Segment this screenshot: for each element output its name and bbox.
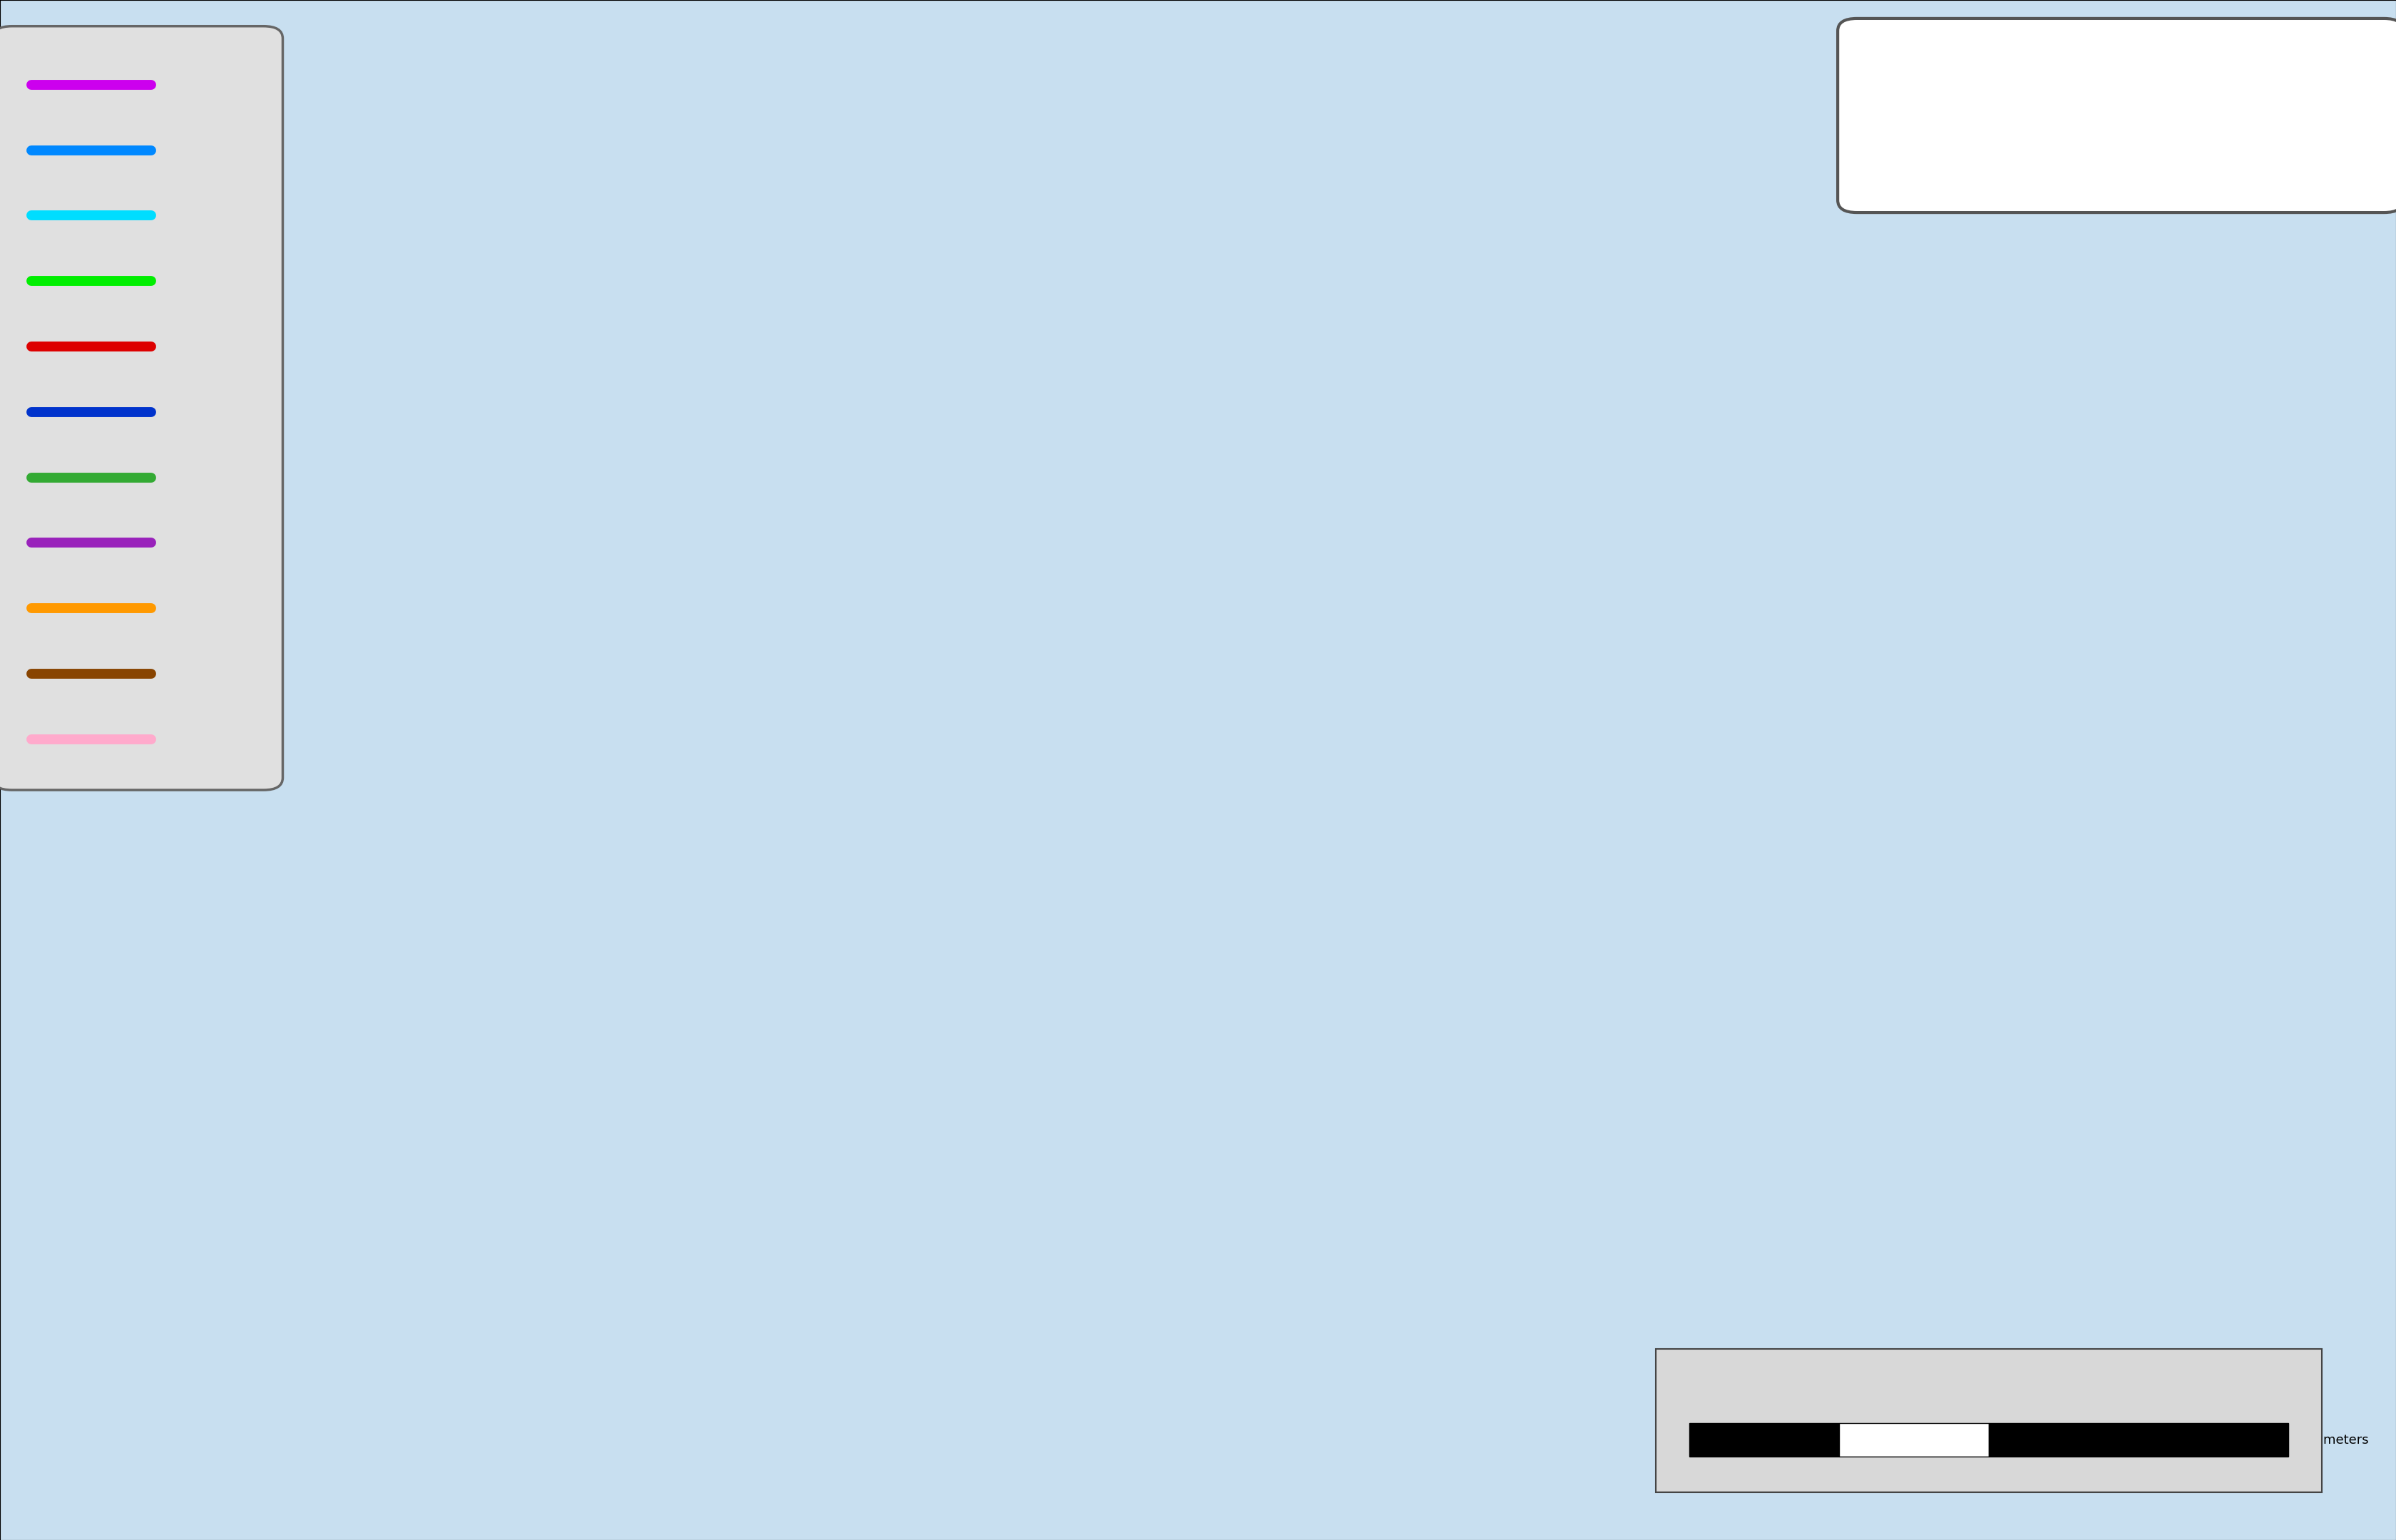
Text: 2009 - 2019: 2009 - 2019 <box>1862 82 2389 159</box>
Text: 1000: 1000 <box>2274 1465 2303 1477</box>
Text: 2018: 2018 <box>163 140 218 160</box>
Text: 2012: 2012 <box>163 533 218 553</box>
Text: Kilometers: Kilometers <box>2300 1434 2370 1446</box>
Text: 500: 500 <box>1977 1465 2001 1477</box>
Text: 250: 250 <box>1828 1465 1850 1477</box>
Text: 2015: 2015 <box>163 337 218 356</box>
Text: 2016: 2016 <box>163 271 218 291</box>
Text: 2009: 2009 <box>163 730 218 748</box>
Text: 2013: 2013 <box>163 468 218 487</box>
Text: 0: 0 <box>1684 1465 1694 1477</box>
Text: 2011: 2011 <box>163 599 218 618</box>
Text: 2017: 2017 <box>163 206 218 225</box>
Text: 2014: 2014 <box>163 402 218 422</box>
Text: 2019: 2019 <box>163 75 218 94</box>
Text: 2010: 2010 <box>163 664 218 684</box>
